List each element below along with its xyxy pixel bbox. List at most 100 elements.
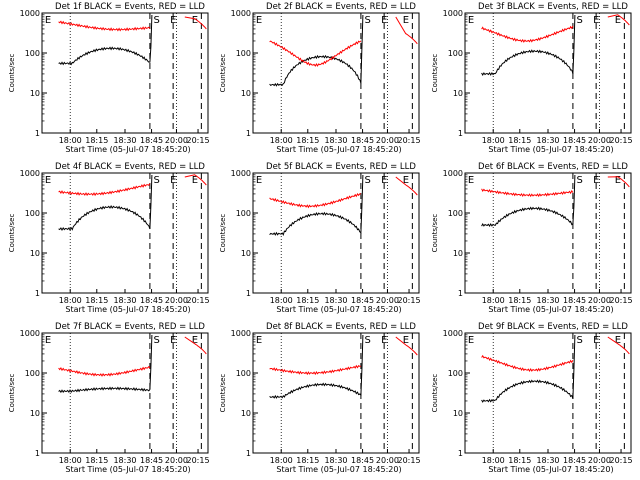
y-tick-label: 1000: [443, 9, 463, 18]
plot-title: Det 6f BLACK = Events, RED = LLD: [478, 162, 628, 172]
y-tick-label: 100: [25, 49, 40, 58]
x-tick-label: 20:15: [398, 456, 421, 465]
y-tick-label: 1: [458, 449, 463, 458]
lld-tail-line: [607, 14, 630, 26]
x-tick-label: 20:15: [398, 136, 421, 145]
x-tick-label: 18:00: [482, 296, 505, 305]
x-tick-label: 20:15: [610, 136, 633, 145]
x-tick-label: 20:00: [165, 136, 188, 145]
y-tick-label: 1000: [20, 9, 40, 18]
y-tick-label: 10: [453, 409, 463, 418]
lld-tail-line: [184, 174, 207, 186]
x-tick-label: 18:30: [536, 136, 559, 145]
lld-series-line: [269, 40, 362, 67]
x-axis-label: Start Time (05-Jul-07 18:45:20): [276, 465, 401, 474]
plot-frame: [252, 172, 420, 294]
x-tick-label: 20:15: [610, 296, 633, 305]
y-tick-label: 10: [30, 89, 40, 98]
x-tick-label: 18:45: [563, 136, 586, 145]
marker-letter: E: [593, 175, 599, 186]
x-tick-label: 18:15: [508, 456, 531, 465]
events-series-line: [58, 174, 153, 232]
marker-letter: E: [381, 175, 387, 186]
x-tick-label: 18:00: [59, 136, 82, 145]
x-tick-label: 18:30: [324, 456, 347, 465]
y-axis-label: Counts/sec: [219, 54, 227, 93]
marker-letter: E: [170, 175, 176, 186]
y-tick-label: 100: [448, 49, 463, 58]
x-tick-label: 20:00: [588, 136, 611, 145]
events-series-line: [58, 334, 153, 394]
x-axis-label: Start Time (05-Jul-07 18:45:20): [65, 465, 190, 474]
lld-series-line: [481, 354, 574, 372]
y-tick-label: 100: [25, 209, 40, 218]
x-tick-label: 18:45: [563, 296, 586, 305]
x-axis-label: Start Time (05-Jul-07 18:45:20): [276, 305, 401, 314]
y-tick-label: 10: [453, 249, 463, 258]
x-tick-label: 20:00: [165, 456, 188, 465]
y-tick-label: 100: [448, 209, 463, 218]
x-tick-label: 18:45: [140, 296, 163, 305]
plot-title: Det 2f BLACK = Events, RED = LLD: [266, 2, 416, 12]
x-axis-label: Start Time (05-Jul-07 18:45:20): [488, 305, 613, 314]
plot-frame: [252, 332, 420, 454]
plot-panel: Det 7f BLACK = Events, RED = LLD 1 10 100 10…: [8, 322, 210, 474]
y-tick-label: 1: [35, 129, 40, 138]
plot-panel: Det 1f BLACK = Events, RED = LLD 1 10 100 10…: [8, 2, 210, 154]
y-tick-label: 1: [246, 129, 251, 138]
y-tick-label: 1: [246, 449, 251, 458]
plot-frame: [41, 332, 209, 454]
x-tick-label: 18:00: [270, 136, 293, 145]
y-tick-label: 100: [236, 49, 251, 58]
plot-panel: Det 3f BLACK = Events, RED = LLD 1 10 100 10…: [431, 2, 633, 154]
marker-letter: E: [381, 15, 387, 26]
y-axis-label: Counts/sec: [431, 374, 439, 413]
y-tick-label: 100: [448, 369, 463, 378]
x-tick-label: 18:45: [351, 136, 374, 145]
x-tick-label: 20:00: [376, 136, 399, 145]
x-tick-label: 18:15: [85, 296, 108, 305]
x-tick-label: 18:15: [296, 456, 319, 465]
marker-letter: S: [577, 335, 583, 346]
marker-letter: E: [403, 175, 409, 186]
marker-letter: E: [192, 175, 198, 186]
marker-letter: E: [615, 175, 621, 186]
events-series-line: [58, 14, 153, 66]
events-series-line: [481, 334, 576, 403]
x-axis-label: Start Time (05-Jul-07 18:45:20): [65, 305, 190, 314]
x-tick-label: 18:30: [324, 136, 347, 145]
y-tick-label: 10: [30, 409, 40, 418]
y-axis-label: Counts/sec: [8, 54, 16, 93]
plot-title: Det 4f BLACK = Events, RED = LLD: [55, 162, 205, 172]
lld-tail-line: [607, 176, 630, 188]
marker-letter: E: [615, 15, 621, 26]
marker-letter: S: [365, 175, 371, 186]
y-tick-label: 10: [241, 89, 251, 98]
plot-panel: Det 9f BLACK = Events, RED = LLD 1 10 100 10…: [431, 322, 633, 474]
marker-letter: E: [468, 15, 474, 26]
y-tick-label: 1: [458, 289, 463, 298]
x-tick-label: 20:00: [588, 296, 611, 305]
x-tick-label: 18:15: [296, 136, 319, 145]
x-tick-label: 18:00: [482, 136, 505, 145]
marker-letter: E: [45, 15, 51, 26]
marker-letter: E: [256, 335, 262, 346]
x-tick-label: 20:00: [588, 456, 611, 465]
events-series-line: [269, 174, 364, 237]
x-tick-label: 18:00: [270, 456, 293, 465]
marker-letter: S: [577, 175, 583, 186]
marker-letter: E: [403, 335, 409, 346]
marker-letter: E: [615, 335, 621, 346]
marker-letter: E: [381, 335, 387, 346]
lld-series-line: [58, 365, 151, 377]
events-series-line: [481, 14, 576, 77]
lld-tail-line: [395, 16, 418, 45]
y-axis-label: Counts/sec: [8, 214, 16, 253]
marker-letter: E: [45, 175, 51, 186]
x-tick-label: 18:30: [536, 456, 559, 465]
y-tick-label: 1: [246, 289, 251, 298]
y-tick-label: 100: [236, 369, 251, 378]
events-series-line: [481, 174, 576, 227]
x-tick-label: 18:45: [351, 296, 374, 305]
